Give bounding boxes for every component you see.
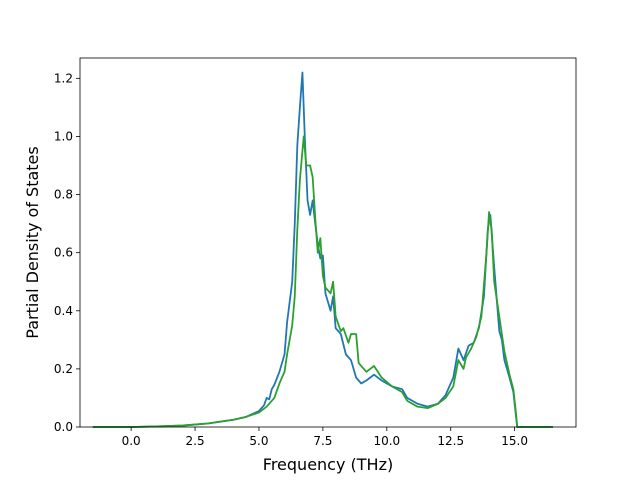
- plot-frame: [79, 57, 577, 428]
- y-tick-label: 0.0: [54, 420, 73, 434]
- x-tick-label: 15.0: [501, 434, 528, 448]
- x-axis-label: Frequency (THz): [263, 455, 393, 474]
- y-tick-label: 0.8: [54, 188, 73, 202]
- x-tick-label: 2.5: [186, 434, 205, 448]
- y-axis-label: Partial Density of States: [23, 146, 42, 338]
- x-tick-label: 5.0: [249, 434, 268, 448]
- x-tick-label: 12.5: [437, 434, 464, 448]
- x-axis-ticks: 0.0 2.5 5.0 7.5 10.0 12.5 15.0: [122, 427, 528, 448]
- y-tick-label: 0.4: [54, 304, 73, 318]
- y-tick-label: 0.6: [54, 246, 73, 260]
- x-tick-label: 10.0: [373, 434, 400, 448]
- y-tick-label: 1.2: [54, 71, 73, 85]
- y-tick-label: 1.0: [54, 129, 73, 143]
- x-tick-label: 0.0: [122, 434, 141, 448]
- series-line-2: [92, 135, 553, 428]
- x-tick-label: 7.5: [313, 434, 332, 448]
- y-tick-label: 0.2: [54, 362, 73, 376]
- series-layer: [92, 71, 553, 428]
- y-axis-ticks: 0.0 0.2 0.4 0.6 0.8 1.0 1.2: [54, 71, 80, 434]
